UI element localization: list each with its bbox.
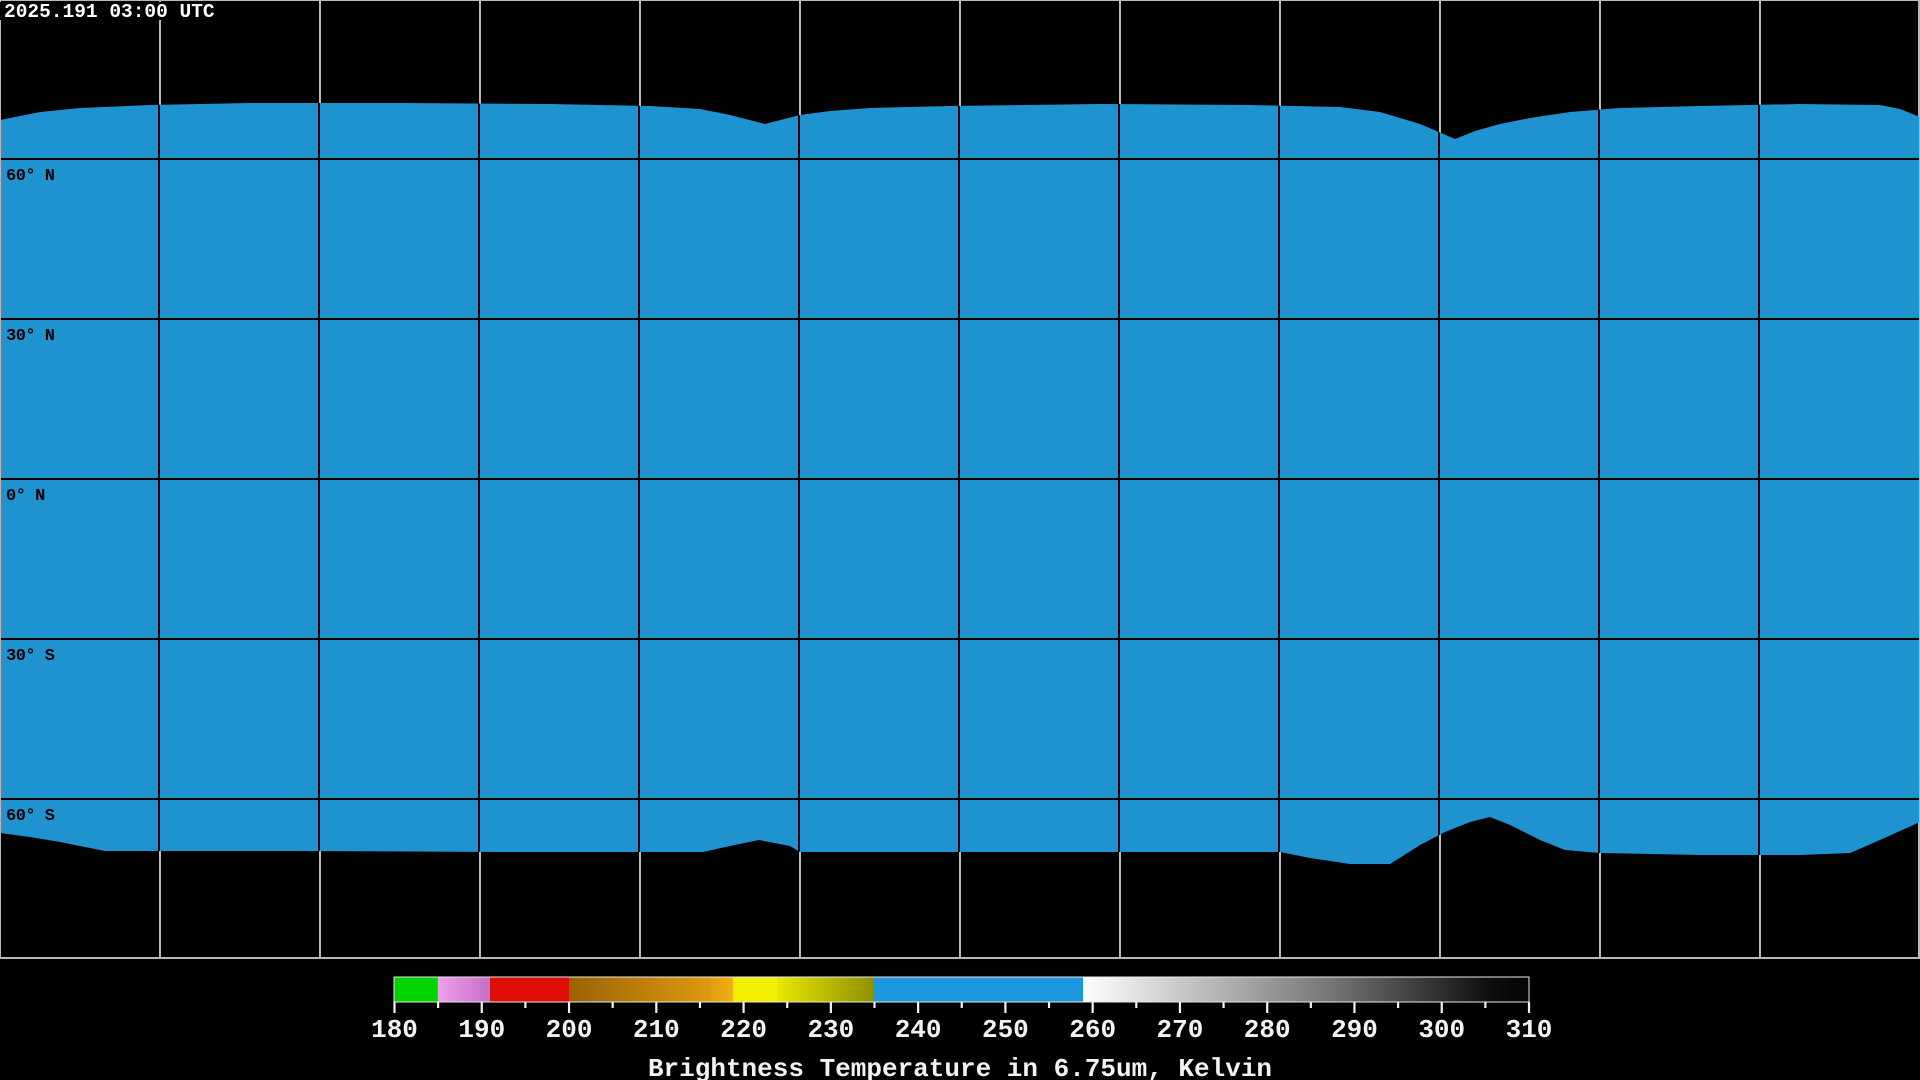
svg-text:220: 220 (720, 1015, 767, 1045)
svg-text:280: 280 (1244, 1015, 1291, 1045)
svg-text:30° N: 30° N (6, 327, 55, 346)
svg-text:210: 210 (633, 1015, 680, 1045)
svg-text:30° S: 30° S (6, 647, 55, 666)
svg-text:190: 190 (458, 1015, 505, 1045)
svg-text:290: 290 (1331, 1015, 1378, 1045)
svg-text:0° N: 0° N (6, 487, 45, 506)
svg-text:180: 180 (371, 1015, 418, 1045)
svg-text:250: 250 (982, 1015, 1029, 1045)
svg-text:230: 230 (807, 1015, 854, 1045)
svg-text:300: 300 (1418, 1015, 1465, 1045)
svg-text:60° S: 60° S (6, 807, 55, 826)
svg-text:2025.191 03:00 UTC: 2025.191 03:00 UTC (4, 1, 215, 23)
svg-text:60° N: 60° N (6, 167, 55, 186)
svg-text:260: 260 (1069, 1015, 1116, 1045)
svg-text:Brightness Temperature in 6.75: Brightness Temperature in 6.75um, Kelvin (648, 1054, 1272, 1080)
svg-text:240: 240 (895, 1015, 942, 1045)
svg-text:270: 270 (1157, 1015, 1204, 1045)
svg-text:310: 310 (1506, 1015, 1553, 1045)
svg-text:200: 200 (546, 1015, 593, 1045)
